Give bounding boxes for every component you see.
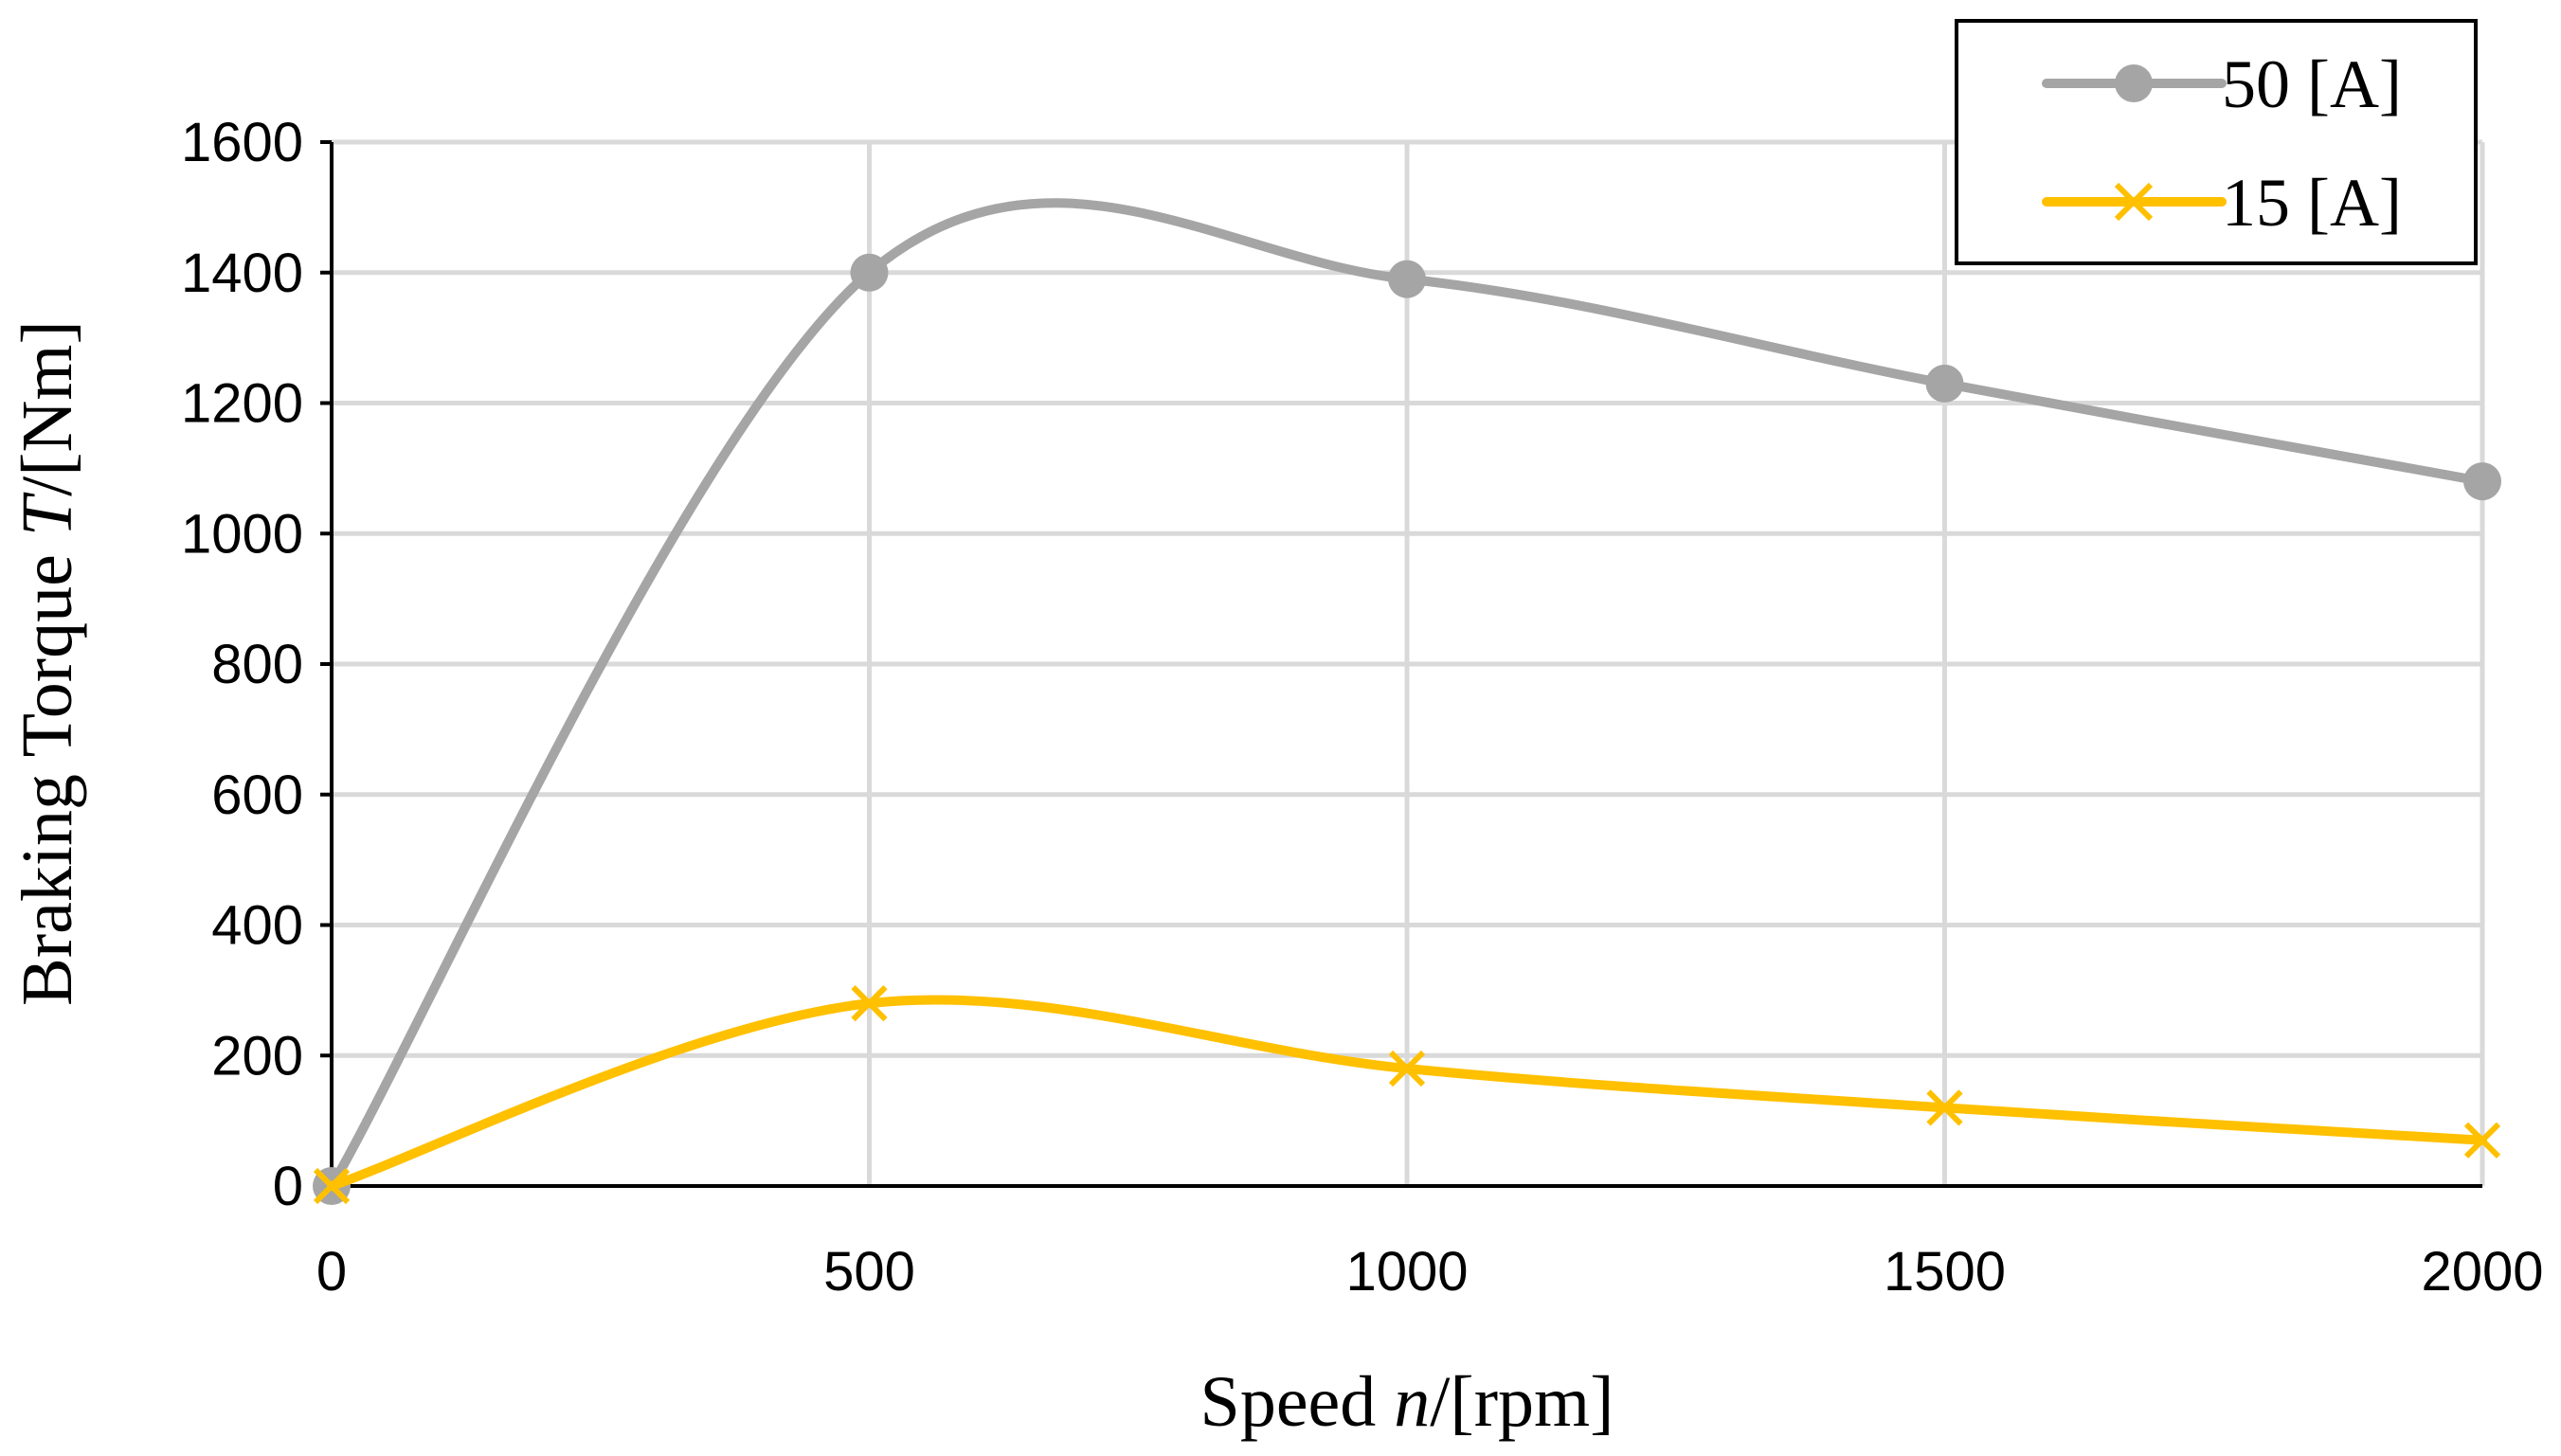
y-tick-label-1200: 1200 [181,373,303,435]
legend-label-50a: 50 [A] [2222,46,2402,122]
y-tick-label-400: 400 [211,895,303,957]
data-point-15a-1500-stroke-b [1926,1089,1963,1126]
data-point-15a-500-stroke-b [851,985,888,1022]
data-point-15a-0-stroke-b [313,1167,351,1205]
legend-marker-50a [2115,64,2153,102]
x-tick-label-500: 500 [823,1241,915,1303]
y-tick-label-800: 800 [211,634,303,695]
axes [320,140,2482,1188]
legend-label-15a: 15 [A] [2222,165,2402,241]
data-point-50a-1500 [1925,364,1964,403]
data-point-50a-500 [850,253,889,292]
data-point-50a-1000 [1388,260,1426,298]
legend-marker-15a [2114,182,2154,222]
data-point-15a-1000-stroke-b [1388,1050,1426,1088]
legend: 50 [A] 15 [A] [1955,19,2478,265]
data-point-15a-2000 [2463,1122,2501,1159]
y-tick-label-600: 600 [211,764,303,826]
data-point-15a-2000-stroke-b [2463,1122,2501,1159]
data-point-15a-0 [313,1167,351,1205]
grid [332,139,2485,1186]
y-tick-label-200: 200 [211,1025,303,1087]
x-tick-label-0: 0 [316,1241,347,1303]
y-axis-title: Braking Torque T/[Nm] [8,320,87,1006]
legend-box [1955,19,2478,265]
data-point-15a-1000 [1388,1050,1426,1088]
y-tick-label-0: 0 [273,1156,303,1217]
series-layer [313,198,2501,1205]
series-line-50a [327,198,2487,1191]
y-tick-label-1400: 1400 [181,243,303,304]
x-axis-title: Speed n/[rpm] [1200,1362,1614,1442]
x-tick-label-2000: 2000 [2421,1241,2543,1303]
data-point-15a-1500 [1926,1089,1963,1126]
x-tick-label-1000: 1000 [1345,1241,1468,1303]
data-point-50a-2000 [2463,462,2501,501]
y-tick-label-1000: 1000 [181,503,303,565]
y-tick-label-1600: 1600 [181,112,303,173]
x-tick-label-1500: 1500 [1884,1241,2006,1303]
tick-labels: 0 200 400 600 800 1000 1200 1400 1600 0 500 1000 150… [181,112,2544,1303]
data-point-15a-500 [851,985,888,1022]
